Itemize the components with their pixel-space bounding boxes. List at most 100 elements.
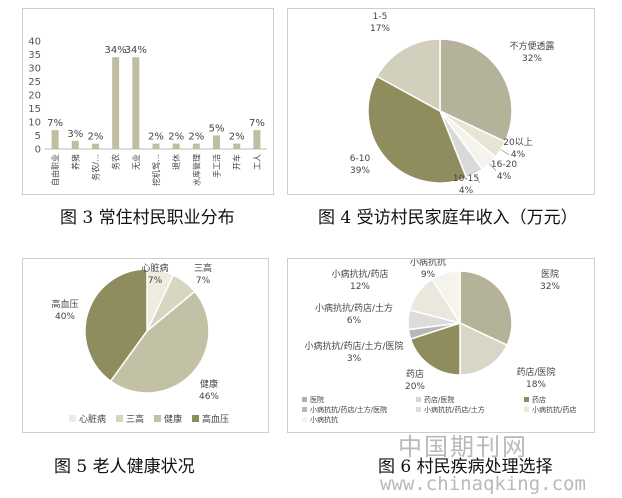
fig6-slice-label: 小病抗抗	[410, 259, 446, 268]
watermark-url: www.chinaqking.com	[380, 473, 586, 495]
fig6-legend-label: 小病抗抗	[310, 415, 338, 424]
fig6-legend-swatch	[416, 407, 421, 412]
fig6-pie-slice	[409, 321, 461, 376]
fig3-bar	[172, 143, 180, 149]
fig3-bar	[132, 57, 140, 150]
fig3-category-label: 无业	[131, 154, 141, 170]
fig4-slice-percent: 4%	[459, 186, 474, 194]
fig3-bar	[192, 143, 200, 149]
fig3-bar-chart: 0 5 10 15 20 25 30 35 40 7% 自由职业 3% 养猪 2% 务农/… 34% 务农 34%…	[28, 37, 267, 186]
fig4-slice-label: 不方便透露	[509, 40, 554, 52]
fig3-category-label: 手工活	[212, 154, 222, 178]
fig6-slice-percent: 3%	[347, 354, 362, 364]
fig3-bar	[51, 130, 59, 149]
fig5-caption: 图 5 老人健康状况	[54, 457, 195, 477]
fig3-bar	[253, 130, 261, 149]
fig6-pie-chart: 医院 32% 药店/医院 18% 药店 20% 小病抗抗/药店/土方/医院 3% 小病抗抗/药店…	[302, 256, 576, 424]
fig3-category-label: 工人	[253, 154, 262, 170]
fig4-slice-label: 10-15	[453, 174, 479, 184]
fig6-legend-label: 小病抗抗/药店/土方	[424, 405, 485, 414]
fig3-data-label: 2%	[88, 132, 104, 143]
fig4-slice-label: 6-10	[350, 154, 371, 164]
fig3-bar	[233, 143, 241, 149]
fig4-leader-line	[488, 163, 497, 172]
fig3-data-label: 5%	[209, 124, 225, 135]
fig6-slice-percent: 20%	[405, 382, 425, 392]
fig3-data-label: 2%	[168, 132, 184, 143]
fig3-data-label: 34%	[105, 45, 127, 56]
fig5-legend-swatch	[69, 415, 76, 422]
fig6-legend-label: 药店/医院	[424, 395, 454, 404]
fig3-ytick-label: 35	[28, 50, 41, 61]
fig4-slice-label: 1-5	[373, 12, 388, 22]
fig5-chart-panel: 心脏病 7% 三高 7% 健康 46% 高血压 40% 心脏病 三高 健康 高血压	[22, 258, 269, 433]
fig5-slice-label: 三高	[194, 262, 212, 274]
fig4-pie-slice	[439, 38, 513, 143]
fig3-category-label: 挖机驾…	[151, 154, 161, 186]
fig5-legend-swatch	[154, 415, 161, 422]
fig3-category-label: 务农/…	[90, 154, 100, 181]
fig6-pie-slice	[459, 321, 509, 376]
fig6-slice-percent: 18%	[526, 380, 546, 390]
fig3-category-label: 开车	[232, 154, 242, 170]
fig4-slice-label: 20以上	[503, 137, 532, 148]
fig6-slice-percent: 12%	[350, 282, 370, 292]
fig5-legend-label: 健康	[164, 413, 182, 425]
fig6-caption: 图 6 村民疾病处理选择	[378, 457, 553, 477]
fig3-bar	[213, 135, 221, 149]
fig6-legend-swatch	[524, 407, 529, 412]
fig5-slice-percent: 46%	[199, 392, 219, 402]
fig5-slice-percent: 7%	[148, 276, 163, 286]
fig6-legend-swatch	[416, 397, 421, 402]
fig4-slice-percent: 39%	[350, 166, 370, 176]
fig6-slice-label: 医院	[541, 268, 559, 280]
fig6-pie-slice	[459, 270, 513, 347]
fig3-data-label: 7%	[249, 118, 265, 129]
fig4-leader-line	[500, 149, 510, 156]
fig3-caption: 图 3 常住村民职业分布	[60, 208, 235, 228]
fig6-legend-swatch	[302, 407, 307, 412]
fig3-ytick-label: 20	[28, 91, 41, 102]
fig5-slice-percent: 40%	[55, 312, 75, 322]
fig6-legend-swatch	[524, 397, 529, 402]
fig6-legend-label: 医院	[310, 395, 324, 404]
fig6-slice-label: 小病抗抗/药店/土方	[315, 302, 393, 314]
fig6-slice-percent: 6%	[347, 316, 362, 326]
fig4-slice-percent: 32%	[522, 54, 542, 64]
fig5-pie-slice	[84, 268, 148, 383]
fig6-legend-swatch	[302, 397, 307, 402]
fig3-category-label: 务农	[111, 154, 121, 170]
fig4-slice-percent: 4%	[511, 150, 526, 160]
fig3-chart-panel: 0 5 10 15 20 25 30 35 40 7% 自由职业 3% 养猪 2% 务农/… 34% 务农 34%…	[22, 8, 274, 195]
fig6-legend-label: 小病抗抗/药店/土方/医院	[310, 405, 387, 414]
fig6-legend-label: 药店	[532, 395, 546, 404]
fig4-caption: 图 4 受访村民家庭年收入（万元）	[318, 208, 578, 228]
fig3-bar	[152, 143, 160, 149]
fig3-bar	[112, 57, 120, 150]
fig6-pie-slice	[431, 270, 461, 326]
fig4-chart-panel: 不方便透露 32% 20以上 4% 16-20 4% 10-15 4% 6-10 39% 1-5 17…	[287, 8, 595, 196]
fig3-category-label: 水库管理	[191, 154, 201, 186]
fig4-slice-percent: 4%	[497, 172, 512, 182]
fig3-ytick-label: 10	[28, 118, 41, 129]
fig4-pie-chart: 不方便透露32%20以上4%16-204%10-154%6-1039%1-517…	[350, 12, 555, 196]
fig6-slice-label: 药店	[406, 368, 424, 380]
fig4-slice-percent: 17%	[370, 24, 390, 34]
fig3-category-label: 养猪	[70, 154, 80, 170]
fig3-ytick-label: 25	[28, 77, 41, 88]
fig5-legend-swatch	[192, 415, 199, 422]
fig3-data-label: 2%	[148, 132, 164, 143]
fig5-slice-percent: 7%	[196, 276, 211, 286]
fig6-slice-label: 小病抗抗/药店	[331, 268, 388, 280]
fig3-ytick-label: 5	[35, 131, 41, 142]
fig4-pie-slice	[375, 38, 441, 113]
fig3-bar	[71, 140, 79, 149]
fig5-pie-slice	[109, 290, 210, 394]
fig5-legend-label: 三高	[126, 413, 144, 425]
fig6-legend-label: 小病抗抗/药店	[532, 405, 576, 414]
fig3-data-label: 34%	[125, 45, 147, 56]
fig6-slice-percent: 32%	[540, 282, 560, 292]
fig3-data-label: 7%	[47, 118, 63, 129]
fig6-slice-label: 小病抗抗/药店/土方/医院	[304, 340, 403, 352]
